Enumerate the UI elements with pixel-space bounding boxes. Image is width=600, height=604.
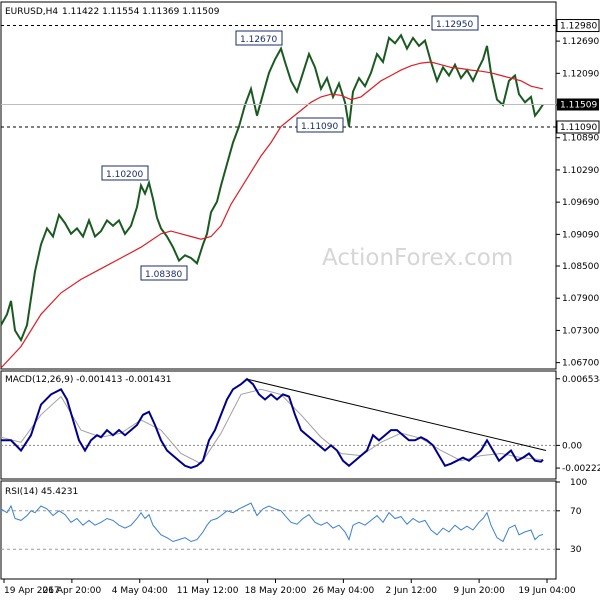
level-price-box: [556, 19, 600, 33]
price-panel-title: EURUSD,H4: [5, 7, 58, 17]
price-y-tick-label: 1.10290: [562, 166, 599, 176]
price-y-tick-label: 1.07300: [562, 326, 599, 336]
x-tick-label: 9 Jun 20:00: [453, 586, 505, 596]
macd-y-axis: 0.006534 0.00 -0.002226: [556, 375, 600, 474]
annotation-box: [140, 265, 188, 281]
watermark: ActionForex.com: [322, 245, 513, 271]
annotation-box: [101, 165, 149, 181]
x-tick-label: 4 May 04:00: [112, 586, 168, 596]
macd-y-tick-label: 0.00: [562, 441, 582, 451]
annotation-label: 1.10200: [106, 170, 143, 180]
x-tick-label: 26 May 04:00: [313, 586, 375, 596]
macd-panel-frame: [0, 370, 557, 480]
macd-panel: MACD(12,26,9) -0.001413 -0.001431 0.0065…: [0, 370, 600, 480]
annotation-label: 1.12670: [240, 35, 277, 45]
x-tick-label: 18 May 20:00: [245, 586, 307, 596]
macd-y-tick-label: 0.006534: [562, 375, 600, 385]
rsi-y-tick-label: 70: [570, 507, 582, 517]
macd-line: [1, 377, 544, 469]
last-price-label: 1.11509: [560, 101, 597, 111]
macd-signal-line: [0, 388, 544, 465]
rsi-y-axis: 100 70 30: [556, 478, 587, 555]
annotation-label: 1.12950: [436, 20, 473, 30]
price-y-tick-label: 1.06700: [562, 359, 599, 369]
price-y-tick-label: 1.12090: [562, 69, 599, 79]
price-y-tick-label: 1.12690: [562, 37, 599, 47]
rsi-panel-title: RSI(14) 45.4231: [5, 487, 78, 497]
price-y-tick-label: 1.09690: [562, 198, 599, 208]
price-annotations: 1.10200 1.08380 1.12670 1.11090 1.12950: [101, 15, 479, 281]
price-ohlc-header: 1.11422 1.11554 1.11369 1.11509: [62, 7, 220, 17]
level-price-label: 1.12980: [560, 22, 597, 32]
macd-trendline: [246, 378, 547, 451]
last-price-marker: 1.11509: [1, 98, 599, 111]
rsi-panel-frame: [0, 480, 557, 580]
price-panel-frame: [0, 1, 557, 370]
rsi-levels: [1, 510, 556, 550]
last-price-box: [557, 98, 599, 111]
price-y-tick-label: 1.09090: [562, 230, 599, 240]
annotation-box: [235, 30, 283, 46]
level-price-box: [556, 120, 600, 134]
price-close-line: [0, 33, 544, 343]
annotation-box: [296, 117, 344, 133]
macd-y-tick-label: -0.002226: [562, 464, 600, 474]
x-tick-label: 19 Apr 2017: [4, 586, 60, 596]
macd-panel-title: MACD(12,26,9) -0.001413 -0.001431: [5, 375, 171, 385]
price-y-tick-label: 1.10890: [562, 134, 599, 144]
rsi-panel: RSI(14) 45.4231 100 70 30: [0, 478, 587, 580]
moving-average-line: [0, 61, 544, 369]
price-panel: EURUSD,H4 1.11422 1.11554 1.11369 1.1150…: [0, 1, 600, 370]
x-tick-label: 19 Jun 04:00: [518, 586, 575, 596]
annotation-box: [431, 15, 479, 31]
rsi-line: [0, 502, 544, 543]
rsi-y-tick-label: 30: [570, 545, 582, 555]
x-tick-label: 11 May 12:00: [177, 586, 239, 596]
rsi-y-tick-label: 100: [570, 478, 587, 488]
level-price-label: 1.11090: [560, 123, 597, 133]
annotation-label: 1.11090: [301, 122, 338, 132]
x-tick-label: 26 Apr 20:00: [43, 586, 102, 596]
x-tick-label: 2 Jun 12:00: [386, 586, 438, 596]
annotation-label: 1.08380: [145, 270, 182, 280]
price-y-tick-label: 1.07900: [562, 294, 599, 304]
price-y-tick-label: 1.08500: [562, 262, 599, 272]
